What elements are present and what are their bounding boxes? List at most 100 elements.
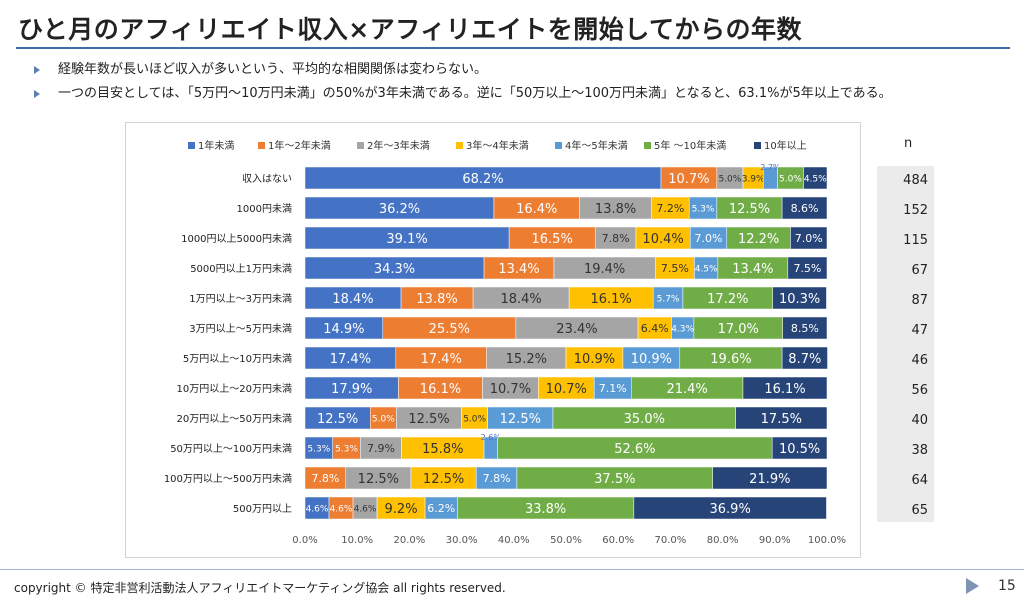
data-label: 10.7% [668, 172, 709, 187]
data-label: 13.8% [416, 292, 457, 307]
data-label: 5.0% [463, 414, 486, 424]
data-label: 10.7% [490, 382, 531, 397]
category-label: 1000円未満 [237, 203, 292, 215]
data-label: 4.6% [306, 504, 329, 514]
data-label: 16.1% [590, 292, 631, 307]
data-label: 10.9% [574, 352, 615, 367]
x-tick-label: 80.0% [707, 535, 739, 546]
category-label: 1000円以上5000円未満 [181, 233, 292, 245]
data-label: 10.7% [546, 382, 587, 397]
legend-swatch [555, 142, 562, 149]
bullet-item: 一つの目安としては、「5万円〜10万円未満」の50%が3年未満である。逆に「50… [32, 85, 892, 109]
legend-label: 10年以上 [764, 139, 807, 152]
data-label: 8.7% [788, 352, 821, 367]
data-label: 12.2% [738, 232, 779, 247]
bullet-list: 経験年数が長いほど収入が多いという、平均的な相関関係は変わらない。 一つの目安と… [32, 61, 892, 109]
data-label: 16.1% [420, 382, 461, 397]
legend-swatch [357, 142, 364, 149]
n-value: 87 [911, 293, 928, 308]
x-tick-label: 60.0% [602, 535, 634, 546]
data-label: 12.5% [423, 472, 464, 487]
legend-swatch [258, 142, 265, 149]
data-label: 39.1% [386, 232, 427, 247]
n-value: 152 [903, 203, 928, 218]
bullet-arrow-icon [34, 66, 40, 74]
data-label: 37.5% [594, 472, 635, 487]
legend-swatch [754, 142, 761, 149]
data-label: 10.9% [631, 352, 672, 367]
data-label: 12.5% [500, 412, 541, 427]
data-label: 3.9% [742, 174, 765, 184]
data-label: 8.5% [791, 322, 819, 335]
data-label: 4.6% [354, 504, 377, 514]
category-label: 3万円以上〜5万円未満 [189, 323, 292, 335]
data-label: 36.9% [710, 502, 751, 517]
bar-segment [712, 466, 828, 490]
data-label: 7.2% [656, 202, 684, 215]
bar-segment [633, 496, 827, 520]
legend-label: 4年〜5年未満 [565, 139, 628, 152]
data-label: 15.2% [506, 352, 547, 367]
data-label: 19.6% [710, 352, 751, 367]
data-label: 6.4% [641, 322, 669, 335]
data-label: 17.4% [421, 352, 462, 367]
n-value: 115 [903, 233, 928, 248]
n-value: 65 [911, 503, 928, 518]
data-label: 13.4% [732, 262, 773, 277]
bar-segment [781, 346, 828, 370]
data-label: 12.5% [358, 472, 399, 487]
data-label: 7.8% [602, 232, 630, 245]
data-label: 2.7% [760, 163, 781, 172]
data-label: 16.4% [516, 202, 557, 217]
data-label: 14.9% [323, 322, 364, 337]
n-column-header: n [904, 136, 913, 151]
data-label: 10.5% [779, 442, 820, 457]
bar-segment [771, 436, 828, 460]
data-label: 4.5% [695, 264, 718, 274]
data-label: 21.9% [749, 472, 790, 487]
page-number: 15 [998, 578, 1016, 594]
n-column-panel: 484 152 115 67 87 47 46 56 40 38 64 65 [877, 166, 934, 522]
data-label: 68.2% [462, 172, 503, 187]
bar-segment [735, 406, 828, 430]
data-label: 7.8% [483, 472, 511, 485]
data-label: 12.5% [408, 412, 449, 427]
title-underline [16, 47, 1010, 49]
data-label: 12.5% [729, 202, 770, 217]
data-label: 17.2% [707, 292, 748, 307]
next-slide-icon[interactable] [966, 578, 979, 594]
n-value: 47 [911, 323, 928, 338]
n-value: 64 [911, 473, 928, 488]
data-label: 16.5% [532, 232, 573, 247]
data-label: 8.6% [791, 202, 819, 215]
n-value: 46 [911, 353, 928, 368]
legend-label: 3年〜4年未満 [466, 139, 529, 152]
n-value: 67 [911, 263, 928, 278]
bar-segment [790, 226, 828, 250]
data-label: 21.4% [666, 382, 707, 397]
data-label: 17.9% [331, 382, 372, 397]
data-label: 7.1% [599, 382, 627, 395]
legend-label: 2年〜3年未満 [367, 139, 430, 152]
data-label: 17.4% [330, 352, 371, 367]
legend-label: 1年〜2年未満 [268, 139, 331, 152]
legend-swatch [456, 142, 463, 149]
category-label: 5000円以上1万円未満 [190, 263, 292, 275]
data-label: 9.2% [385, 502, 418, 517]
legend-swatch [644, 142, 651, 149]
x-tick-label: 100.0% [808, 535, 846, 546]
data-label: 16.1% [764, 382, 805, 397]
data-label: 35.0% [624, 412, 665, 427]
data-label: 12.5% [317, 412, 358, 427]
data-label: 17.5% [761, 412, 802, 427]
x-tick-label: 40.0% [498, 535, 530, 546]
data-label: 5.3% [692, 204, 715, 214]
bar-segment [787, 256, 828, 280]
n-value: 40 [911, 413, 928, 428]
chart-frame: 1年未満 1年〜2年未満 2年〜3年未満 3年〜4年未満 4年〜5年未満 5年 〜10年未… [125, 122, 861, 558]
data-label: 7.8% [311, 472, 339, 485]
data-label: 5.0% [779, 174, 802, 184]
bar-segment [742, 376, 828, 400]
data-label: 25.5% [429, 322, 470, 337]
category-label: 500万円以上 [233, 503, 292, 515]
